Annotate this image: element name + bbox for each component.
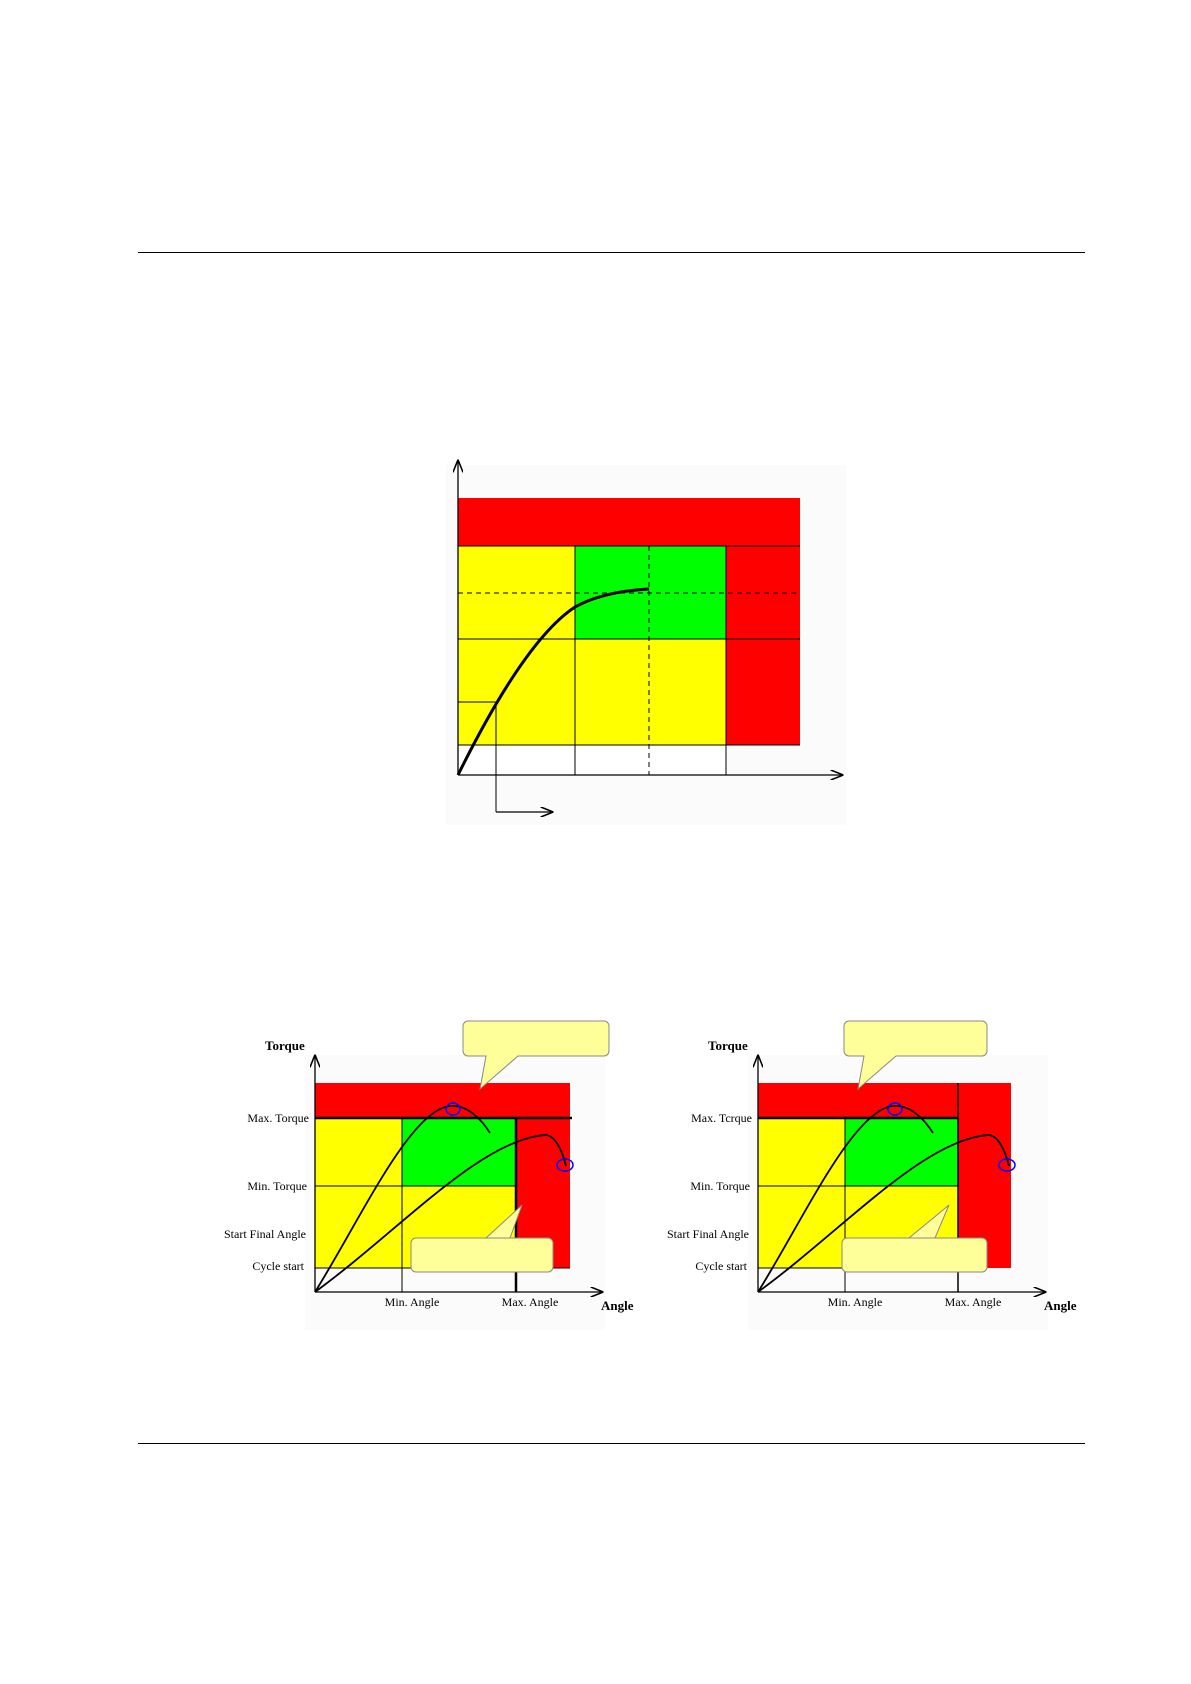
axis-y-label: Torque [708, 1038, 748, 1053]
top-window-diagram [446, 461, 846, 825]
zone-red-top [458, 498, 800, 546]
x-label-max-angle: Max. Angle [502, 1295, 559, 1309]
y-label-cycle-start: Cycle start [252, 1259, 304, 1273]
y-label-min-torque: Min. Torque [690, 1179, 750, 1193]
y-label-start-final-angle: Start Final Angle [224, 1227, 306, 1241]
axis-x-label: Angle [1044, 1298, 1077, 1313]
axis-x-label: Angle [601, 1298, 634, 1313]
y-label-start-final-angle: Start Final Angle [667, 1227, 749, 1241]
zone-red-right [726, 546, 800, 745]
diagram-bottom-left: Torque Angle Max. Torque Min. Torque Sta… [224, 1020, 634, 1330]
diagram-bottom-right: Torque Angle Max. Tcrque Min. Torque Sta… [667, 1020, 1077, 1330]
x-label-min-angle: Min. Angle [828, 1295, 883, 1309]
y-label-min-torque: Min. Torque [247, 1179, 307, 1193]
header-rule [138, 252, 1085, 253]
tightening-curve [456, 587, 650, 776]
axis-y-label: Torque [265, 1038, 305, 1053]
x-label-min-angle: Min. Angle [385, 1295, 440, 1309]
x-label-max-angle: Max. Angle [945, 1295, 1002, 1309]
y-label-max-torque: Max. Torque [247, 1111, 309, 1125]
zone-red-left [315, 1083, 570, 1118]
y-label-max-torque: Max. Tcrque [691, 1111, 752, 1125]
y-label-cycle-start: Cycle start [695, 1259, 747, 1273]
footer-rule [138, 1443, 1085, 1444]
